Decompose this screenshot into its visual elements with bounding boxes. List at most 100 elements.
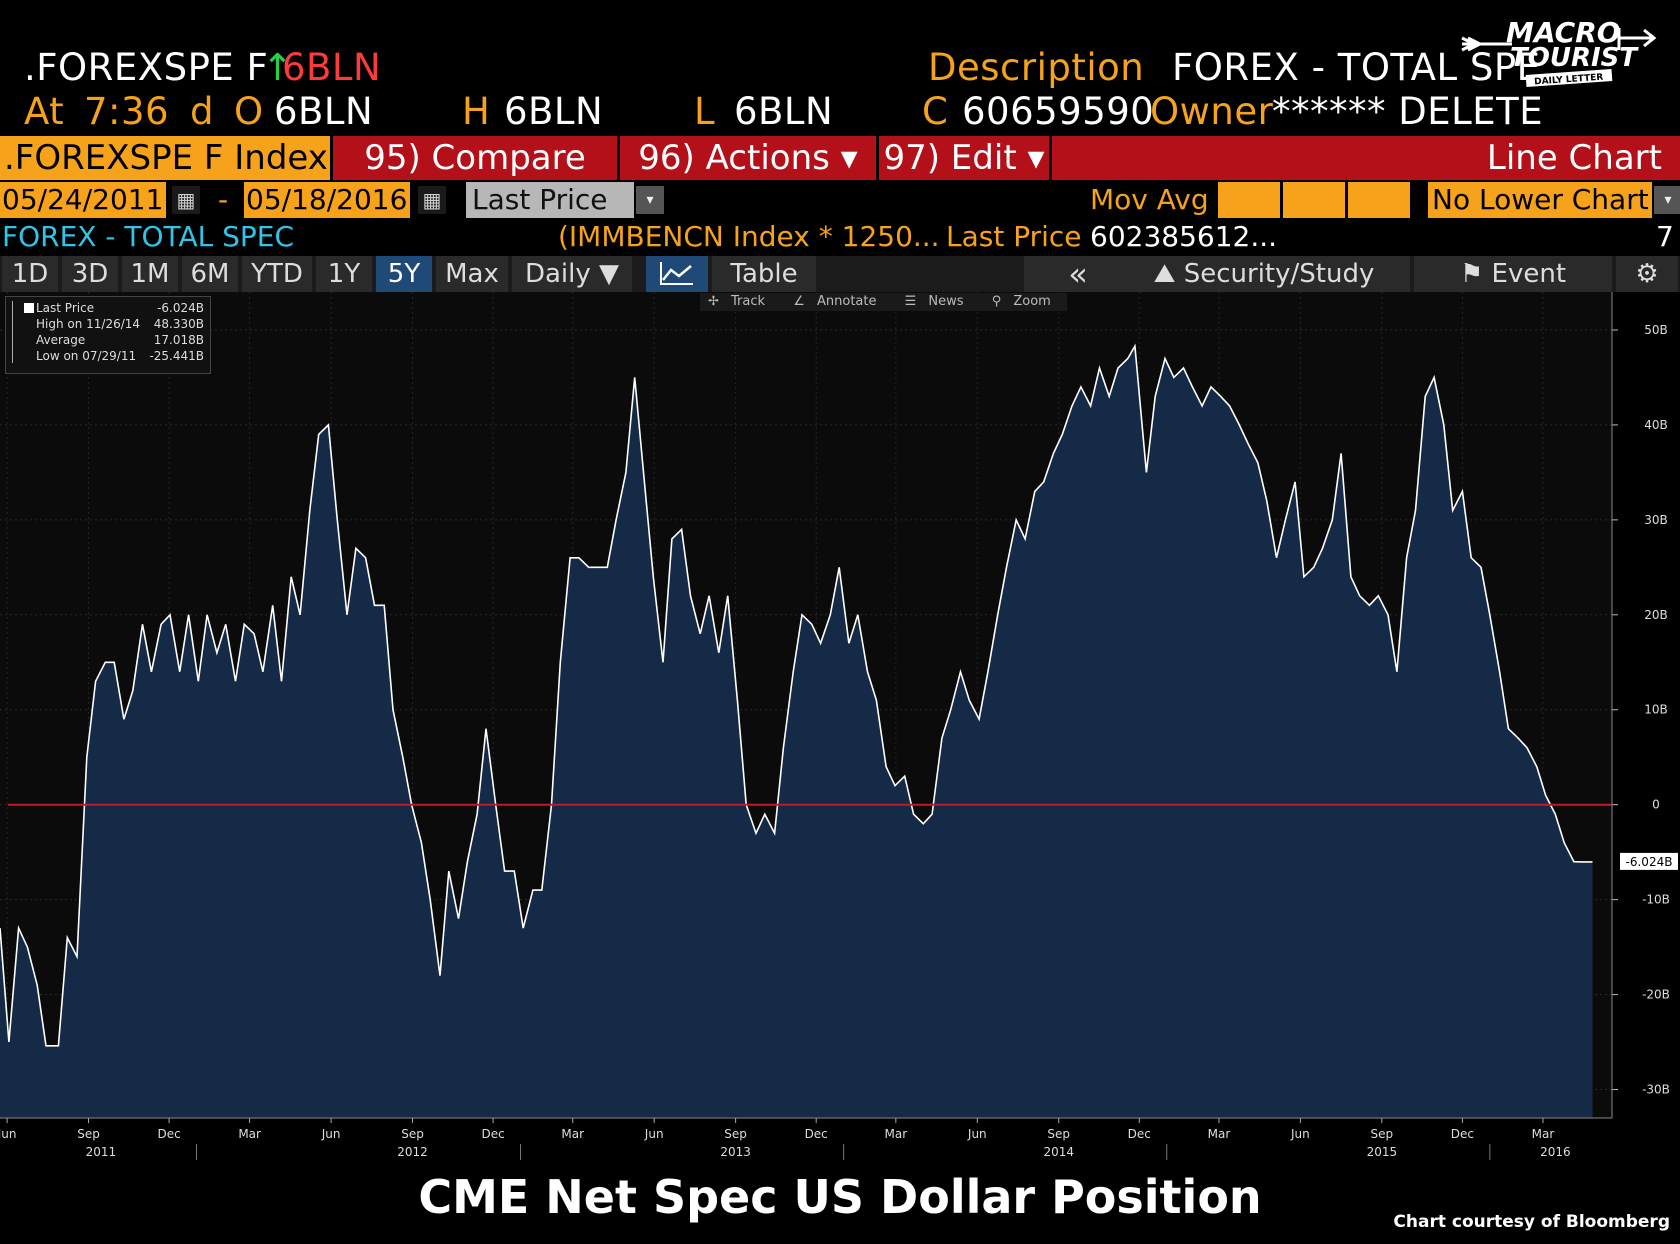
close-value: 60659590: [962, 90, 1155, 133]
zoom-tool[interactable]: ⚲ Zoom: [991, 294, 1051, 309]
x-tick-label: Sep: [77, 1127, 100, 1141]
y-tick-label: 0: [1652, 798, 1660, 812]
x-tick-label: Mar: [885, 1127, 908, 1141]
lower-chart-select[interactable]: No Lower Chart: [1428, 182, 1652, 218]
period-3d[interactable]: 3D: [62, 256, 118, 292]
x-tick-label: Dec: [805, 1127, 828, 1141]
legend-value: 48.330B: [153, 317, 204, 331]
high-value: 6BLN: [504, 90, 604, 133]
start-date-field[interactable]: 05/24/2011: [0, 182, 166, 218]
compare-tab[interactable]: 95) Compare: [333, 136, 617, 180]
calendar-icon[interactable]: ▦: [418, 186, 446, 214]
y-tick-label: 30B: [1644, 513, 1668, 527]
x-tick-label: Dec: [1128, 1127, 1151, 1141]
series-line: [0, 343, 1593, 1047]
description-value: FOREX - TOTAL SPE: [1172, 46, 1541, 89]
x-tick-label: Dec: [157, 1127, 180, 1141]
period-max[interactable]: Max: [436, 256, 508, 292]
legend-label: High on 11/26/14: [36, 317, 141, 331]
line-chart-glyph: [660, 262, 693, 285]
back-button[interactable]: «: [1024, 256, 1132, 292]
svg-text:DAILY LETTER: DAILY LETTER: [1534, 73, 1604, 88]
close-label: C: [922, 90, 949, 133]
at-label: At: [24, 90, 65, 133]
period-6m[interactable]: 6M: [182, 256, 238, 292]
tab-bar: .FOREXSPE F Index 95) Compare 96) Action…: [0, 136, 1680, 180]
chart-study-icon: ⛰: [1153, 259, 1184, 289]
change-value: 6BLN: [282, 46, 382, 89]
x-tick-label: Mar: [238, 1127, 261, 1141]
period-1m[interactable]: 1M: [122, 256, 178, 292]
frequency-select[interactable]: Daily ▼: [512, 256, 632, 292]
svg-text:TOURIST: TOURIST: [1510, 43, 1639, 73]
period-ytd[interactable]: YTD: [242, 256, 312, 292]
high-label: H: [462, 90, 491, 133]
chart-type-tab[interactable]: Line Chart: [1052, 136, 1680, 180]
x-tick-label: Jun: [321, 1127, 341, 1141]
actions-tab[interactable]: 96) Actions ▾: [620, 136, 876, 180]
last-price-value: 602385612...: [1090, 220, 1278, 253]
track-tool[interactable]: ✢ Track: [708, 294, 766, 309]
x-tick-label: Dec: [1451, 1127, 1474, 1141]
low-value: 6BLN: [734, 90, 834, 133]
mov-avg-slot-2[interactable]: [1283, 182, 1345, 218]
period-1d[interactable]: 1D: [2, 256, 58, 292]
legend-value: -25.441B: [149, 349, 204, 363]
legend-swatch: [24, 303, 34, 313]
compare-series: (IMMBENCN Index * 1250...: [558, 220, 940, 253]
security-tab[interactable]: .FOREXSPE F Index: [0, 136, 330, 180]
mov-avg-slot-3[interactable]: [1348, 182, 1410, 218]
year-label: 2012: [397, 1145, 428, 1159]
x-tick-label: Mar: [561, 1127, 584, 1141]
legend-label: Last Price: [36, 301, 95, 315]
line-chart-icon[interactable]: [646, 256, 708, 292]
legend-value: -6.024B: [157, 301, 204, 315]
chevron-down-icon[interactable]: ▾: [1654, 186, 1680, 214]
change-arrow-icon: ↑: [262, 46, 294, 89]
date-row: 05/24/2011 ▦ - 05/18/2016 ▦ Last Price ▾…: [0, 182, 1680, 218]
annotate-tool[interactable]: ∠ Annotate: [793, 294, 877, 309]
end-date-field[interactable]: 05/18/2016: [244, 182, 410, 218]
legend-value: 17.018B: [153, 333, 204, 347]
x-tick-label: Jun: [1290, 1127, 1310, 1141]
event-button[interactable]: ⚑ Event: [1414, 256, 1612, 292]
y-tick-label: -20B: [1642, 988, 1670, 1002]
x-tick-label: Jun: [967, 1127, 987, 1141]
table-button[interactable]: Table: [712, 256, 816, 292]
ticker: .FOREXSPE F: [24, 46, 269, 89]
chart-tools: ✢ Track ∠ Annotate ☰ News ⚲ Zoom: [700, 293, 1067, 311]
y-tick-label: 40B: [1644, 418, 1668, 432]
security-study-label: Security/Study: [1183, 259, 1375, 289]
owner-label: Owner: [1150, 90, 1274, 133]
last-value-box: [1620, 852, 1678, 870]
x-tick-label: Sep: [1047, 1127, 1070, 1141]
legend-label: Average: [36, 333, 86, 347]
field-select[interactable]: Last Price: [466, 182, 634, 218]
year-label: 2014: [1043, 1145, 1074, 1159]
chart-legend: Last Price -6.024B High on 11/26/14 48.3…: [5, 296, 211, 374]
year-label: 2013: [720, 1145, 751, 1159]
gear-icon[interactable]: ⚙: [1616, 256, 1678, 292]
series-name: FOREX - TOTAL SPEC: [2, 220, 295, 253]
edit-tab[interactable]: 97) Edit ▾: [879, 136, 1049, 180]
price-chart[interactable]: -30B -20B -10B 0 10B 20B 30B 40B 50B -6.024B Jun Se…: [0, 292, 1680, 1162]
period-5y[interactable]: 5Y: [376, 256, 432, 292]
series-count: 7: [1656, 220, 1674, 253]
open-label: O: [234, 90, 264, 133]
mov-avg-slot-1[interactable]: [1218, 182, 1280, 218]
time-value: 7:36: [84, 90, 170, 133]
svg-text:MACRO: MACRO: [1506, 16, 1621, 49]
period-1y[interactable]: 1Y: [316, 256, 372, 292]
mov-avg-label: Mov Avg: [1090, 183, 1209, 216]
x-tick-label: Sep: [401, 1127, 424, 1141]
chart-caption: CME Net Spec US Dollar Position: [418, 1170, 1262, 1224]
news-tool[interactable]: ☰ News: [904, 294, 964, 309]
y-tick-label: 10B: [1644, 703, 1668, 717]
chevron-down-icon[interactable]: ▾: [636, 186, 664, 214]
y-tick-label: 20B: [1644, 608, 1668, 622]
y-tick-label: -30B: [1642, 1083, 1670, 1097]
security-study-button[interactable]: ⛰ Security/Study: [1118, 256, 1410, 292]
owner-value: ****** DELETE: [1272, 90, 1544, 133]
macro-tourist-logo: MACRO TOURIST DAILY LETTER: [1454, 8, 1664, 88]
calendar-icon[interactable]: ▦: [172, 186, 200, 214]
